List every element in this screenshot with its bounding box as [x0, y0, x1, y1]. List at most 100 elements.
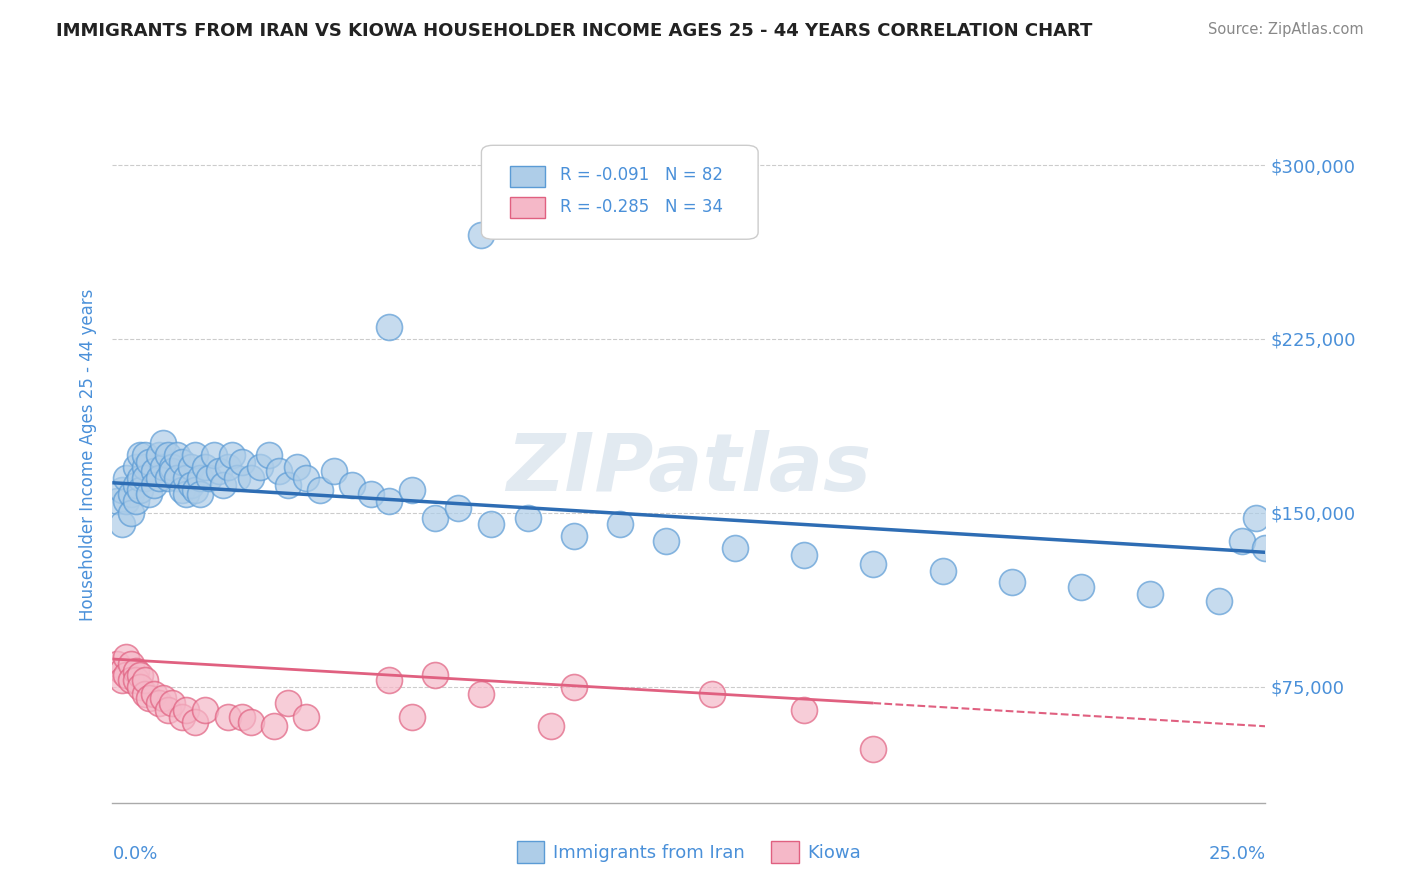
- Point: [143, 478, 166, 492]
- Point: [188, 471, 211, 485]
- Point: [162, 464, 184, 478]
- Point: [138, 487, 160, 501]
- Point: [184, 483, 207, 497]
- Point: [120, 657, 142, 671]
- Point: [138, 455, 160, 469]
- Point: [162, 696, 184, 710]
- Point: [1232, 533, 1254, 548]
- Point: [263, 719, 285, 733]
- Point: [207, 464, 229, 478]
- Point: [425, 668, 447, 682]
- Point: [170, 483, 193, 497]
- Point: [134, 448, 156, 462]
- Point: [111, 517, 134, 532]
- Point: [170, 455, 193, 469]
- Point: [120, 487, 142, 501]
- Point: [152, 691, 174, 706]
- Point: [470, 227, 492, 242]
- Point: [378, 320, 401, 334]
- Point: [124, 459, 146, 474]
- Point: [156, 703, 179, 717]
- Point: [425, 510, 447, 524]
- Point: [198, 471, 221, 485]
- Point: [120, 506, 142, 520]
- Point: [609, 517, 631, 532]
- Point: [148, 448, 170, 462]
- Point: [156, 471, 179, 485]
- Point: [655, 533, 678, 548]
- Point: [143, 464, 166, 478]
- Point: [162, 459, 184, 474]
- Point: [1001, 575, 1024, 590]
- Point: [360, 487, 382, 501]
- Bar: [510, 166, 544, 187]
- Point: [277, 478, 299, 492]
- Point: [231, 710, 253, 724]
- Point: [562, 680, 585, 694]
- Point: [134, 471, 156, 485]
- Point: [285, 459, 308, 474]
- Point: [447, 501, 470, 516]
- Point: [105, 657, 128, 671]
- Point: [1254, 541, 1277, 555]
- Point: [188, 487, 211, 501]
- Point: [401, 483, 423, 497]
- Point: [342, 478, 364, 492]
- Point: [793, 703, 815, 717]
- Point: [115, 668, 138, 682]
- Point: [105, 494, 128, 508]
- Point: [217, 710, 239, 724]
- Text: IMMIGRANTS FROM IRAN VS KIOWA HOUSEHOLDER INCOME AGES 25 - 44 YEARS CORRELATION : IMMIGRANTS FROM IRAN VS KIOWA HOUSEHOLDE…: [56, 22, 1092, 40]
- Point: [166, 471, 188, 485]
- Y-axis label: Householder Income Ages 25 - 44 years: Householder Income Ages 25 - 44 years: [79, 289, 97, 621]
- Point: [115, 471, 138, 485]
- Point: [479, 517, 502, 532]
- Text: ZIPatlas: ZIPatlas: [506, 430, 872, 508]
- Point: [180, 459, 202, 474]
- Point: [401, 710, 423, 724]
- Point: [793, 548, 815, 562]
- Point: [1208, 594, 1230, 608]
- Bar: [510, 197, 544, 219]
- Point: [931, 564, 953, 578]
- Point: [202, 448, 225, 462]
- Point: [174, 487, 197, 501]
- Point: [239, 471, 262, 485]
- Point: [129, 483, 152, 497]
- Point: [700, 687, 723, 701]
- Point: [540, 719, 562, 733]
- Point: [115, 649, 138, 664]
- Point: [194, 703, 217, 717]
- Point: [231, 455, 253, 469]
- Point: [148, 471, 170, 485]
- Point: [129, 471, 152, 485]
- Point: [124, 478, 146, 492]
- Point: [378, 673, 401, 687]
- Point: [184, 714, 207, 729]
- Point: [143, 687, 166, 701]
- Point: [152, 436, 174, 450]
- Point: [249, 459, 271, 474]
- Point: [166, 448, 188, 462]
- Legend: Immigrants from Iran, Kiowa: Immigrants from Iran, Kiowa: [509, 834, 869, 871]
- Point: [134, 673, 156, 687]
- Point: [724, 541, 747, 555]
- Point: [129, 680, 152, 694]
- Point: [134, 687, 156, 701]
- Point: [129, 448, 152, 462]
- Text: 25.0%: 25.0%: [1208, 845, 1265, 863]
- Point: [862, 557, 884, 571]
- Point: [156, 448, 179, 462]
- Point: [111, 483, 134, 497]
- Point: [120, 673, 142, 687]
- Point: [212, 478, 235, 492]
- Point: [124, 673, 146, 687]
- Point: [134, 459, 156, 474]
- Point: [378, 494, 401, 508]
- Point: [862, 742, 884, 756]
- Point: [295, 471, 318, 485]
- Point: [309, 483, 332, 497]
- Point: [115, 494, 138, 508]
- Point: [516, 510, 538, 524]
- FancyBboxPatch shape: [481, 145, 758, 239]
